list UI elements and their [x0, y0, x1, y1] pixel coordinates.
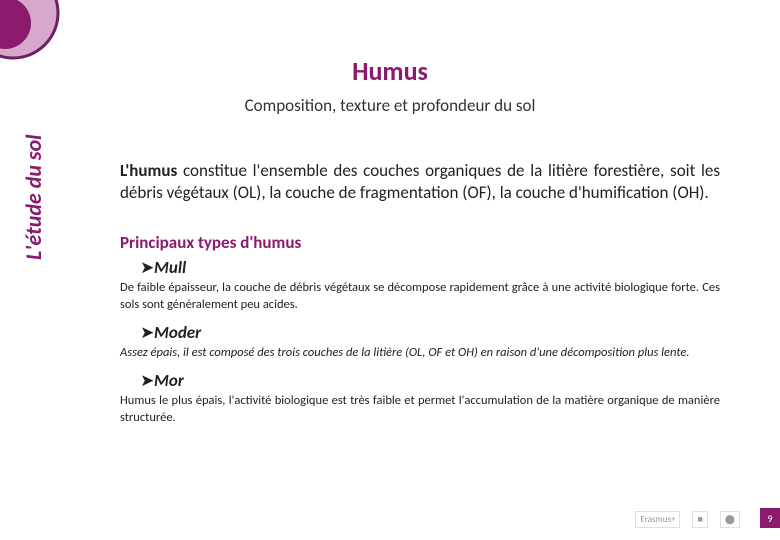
- type-desc-1: Assez épais, il est composé des trois co…: [120, 345, 720, 362]
- logo-2: ■: [692, 511, 707, 528]
- section-heading: Principaux types d'humus: [120, 232, 720, 253]
- page-title: Humus: [0, 55, 780, 87]
- side-label: L'étude du sol: [20, 134, 47, 260]
- content-area: L'humus constitue l'ensemble des couches…: [120, 160, 720, 435]
- type-name-2: ➤Mor: [120, 370, 720, 391]
- page-subtitle: Composition, texture et profondeur du so…: [0, 95, 780, 116]
- intro-rest: constitue l'ensemble des couches organiq…: [120, 160, 720, 203]
- type-desc-0: De faible épaisseur, la couche de débris…: [120, 280, 720, 314]
- logo-erasmus: Erasmus+: [635, 511, 680, 528]
- type-name-0: ➤Mull: [120, 257, 720, 278]
- type-name-1: ➤Moder: [120, 322, 720, 343]
- footer-logos: Erasmus+ ■ ⬤: [635, 511, 740, 528]
- logo-3: ⬤: [720, 511, 740, 528]
- page-number: 9: [760, 508, 780, 528]
- intro-bold: L'humus: [120, 160, 177, 181]
- intro-paragraph: L'humus constitue l'ensemble des couches…: [120, 160, 720, 204]
- type-desc-2: Humus le plus épais, l'activité biologiq…: [120, 393, 720, 427]
